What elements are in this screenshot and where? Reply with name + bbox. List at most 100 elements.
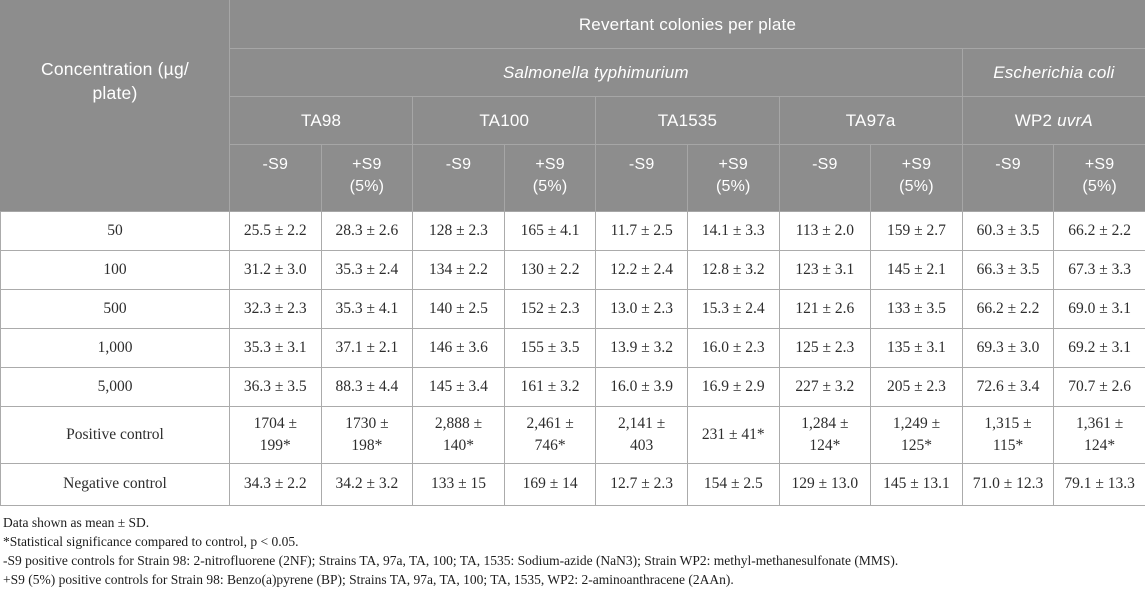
data-cell: 60.3 ± 3.5 <box>961 211 1055 251</box>
data-cell: 35.3 ± 3.1 <box>229 328 322 368</box>
data-cell: 1,361 ± 124* <box>1053 406 1145 464</box>
data-cell: 69.2 ± 3.1 <box>1053 328 1145 368</box>
table-row-negative-control: Negative control 34.3 ± 2.2 34.2 ± 3.2 1… <box>0 463 1145 506</box>
header-ta97a-minus-s9: -S9 <box>778 144 872 212</box>
header-ta100-minus-s9: -S9 <box>412 144 505 212</box>
row-label: 50 <box>0 211 230 251</box>
data-cell: 69.0 ± 3.1 <box>1053 289 1145 329</box>
data-cell: 1730 ± 198* <box>320 406 414 464</box>
data-cell: 66.3 ± 3.5 <box>961 250 1055 290</box>
data-cell: 16.0 ± 2.3 <box>686 328 780 368</box>
data-cell: 66.2 ± 2.2 <box>1053 211 1145 251</box>
data-cell: 79.1 ± 13.3 <box>1053 463 1145 506</box>
data-cell: 71.0 ± 12.3 <box>961 463 1055 506</box>
data-cell: 227 ± 3.2 <box>778 367 872 407</box>
data-cell: 14.1 ± 3.3 <box>686 211 780 251</box>
data-cell: 135 ± 3.1 <box>870 328 963 368</box>
table-row-500: 500 32.3 ± 2.3 35.3 ± 4.1 140 ± 2.5 152 … <box>0 289 1145 329</box>
data-cell: 13.0 ± 2.3 <box>595 289 688 329</box>
data-cell: 32.3 ± 2.3 <box>229 289 322 329</box>
data-cell: 1,315 ± 115* <box>961 406 1055 464</box>
strain-label: TA98 <box>301 110 342 130</box>
data-cell: 133 ± 3.5 <box>870 289 963 329</box>
data-cell: 34.3 ± 2.2 <box>229 463 322 506</box>
data-cell: 28.3 ± 2.6 <box>320 211 414 251</box>
table-footnotes: Data shown as mean ± SD. *Statistical si… <box>0 506 1145 589</box>
data-cell: 67.3 ± 3.3 <box>1053 250 1145 290</box>
data-cell: 125 ± 2.3 <box>778 328 872 368</box>
data-cell: 2,141 ± 403 <box>595 406 688 464</box>
data-cell: 1,284 ± 124* <box>778 406 872 464</box>
data-cell: 12.2 ± 2.4 <box>595 250 688 290</box>
data-cell: 113 ± 2.0 <box>778 211 872 251</box>
header-ta98-plus-s9: +S9 (5%) <box>320 144 414 212</box>
data-cell: 128 ± 2.3 <box>412 211 505 251</box>
strain-label: TA97a <box>845 110 896 130</box>
row-label: 100 <box>0 250 230 290</box>
data-cell: 16.9 ± 2.9 <box>686 367 780 407</box>
data-cell: 1704 ± 199* <box>229 406 322 464</box>
row-label: 500 <box>0 289 230 329</box>
data-cell: 154 ± 2.5 <box>686 463 780 506</box>
data-cell: 1,249 ± 125* <box>870 406 963 464</box>
data-cell: 36.3 ± 3.5 <box>229 367 322 407</box>
data-cell: 88.3 ± 4.4 <box>320 367 414 407</box>
header-ta98-minus-s9: -S9 <box>229 144 322 212</box>
data-cell: 16.0 ± 3.9 <box>595 367 688 407</box>
table-header: Concentration (µg/ plate) Revertant colo… <box>0 0 1145 212</box>
data-cell: 130 ± 2.2 <box>503 250 597 290</box>
data-cell: 2,461 ± 746* <box>503 406 597 464</box>
data-cell: 155 ± 3.5 <box>503 328 597 368</box>
header-wp2-plus-s9: +S9 (5%) <box>1053 144 1145 212</box>
data-cell: 134 ± 2.2 <box>412 250 505 290</box>
data-cell: 35.3 ± 4.1 <box>320 289 414 329</box>
table-row-1000: 1,000 35.3 ± 3.1 37.1 ± 2.1 146 ± 3.6 15… <box>0 328 1145 368</box>
table-row-50: 50 25.5 ± 2.2 28.3 ± 2.6 128 ± 2.3 165 ±… <box>0 211 1145 251</box>
data-cell: 169 ± 14 <box>503 463 597 506</box>
data-cell: 129 ± 13.0 <box>778 463 872 506</box>
table-row-100: 100 31.2 ± 3.0 35.3 ± 2.4 134 ± 2.2 130 … <box>0 250 1145 290</box>
header-concentration: Concentration (µg/ plate) <box>0 0 230 212</box>
data-cell: 34.2 ± 3.2 <box>320 463 414 506</box>
data-cell: 161 ± 3.2 <box>503 367 597 407</box>
data-cell: 37.1 ± 2.1 <box>320 328 414 368</box>
data-cell: 25.5 ± 2.2 <box>229 211 322 251</box>
revertant-colonies-table: Concentration (µg/ plate) Revertant colo… <box>0 0 1145 506</box>
data-cell: 72.6 ± 3.4 <box>961 367 1055 407</box>
footnote-significance: *Statistical significance compared to co… <box>3 534 299 549</box>
data-cell: 165 ± 4.1 <box>503 211 597 251</box>
strain-label: TA1535 <box>657 110 718 130</box>
header-row-species: Salmonella typhimurium Escherichia coli <box>1 48 1145 97</box>
header-ta100-plus-s9: +S9 (5%) <box>503 144 597 212</box>
data-cell: 123 ± 3.1 <box>778 250 872 290</box>
table-body: 50 25.5 ± 2.2 28.3 ± 2.6 128 ± 2.3 165 ±… <box>0 211 1145 506</box>
header-revertant-title: Revertant colonies per plate <box>229 0 1145 49</box>
footnote-minus-s9-controls: -S9 positive controls for Strain 98: 2-n… <box>3 553 899 568</box>
footnote-plus-s9-controls: +S9 (5%) positive controls for Strain 98… <box>3 572 734 587</box>
data-cell: 145 ± 13.1 <box>870 463 963 506</box>
header-strain-ta97a: TA97a <box>778 96 963 145</box>
data-cell: 146 ± 3.6 <box>412 328 505 368</box>
header-wp2-minus-s9: -S9 <box>961 144 1055 212</box>
data-cell: 70.7 ± 2.6 <box>1053 367 1145 407</box>
data-cell: 159 ± 2.7 <box>870 211 963 251</box>
data-cell: 133 ± 15 <box>412 463 505 506</box>
table-row-5000: 5,000 36.3 ± 3.5 88.3 ± 4.4 145 ± 3.4 16… <box>0 367 1145 407</box>
header-row-title: Concentration (µg/ plate) Revertant colo… <box>0 0 1145 212</box>
data-cell: 13.9 ± 3.2 <box>595 328 688 368</box>
data-cell: 231 ± 41* <box>686 406 780 464</box>
data-cell: 205 ± 2.3 <box>870 367 963 407</box>
data-cell: 12.8 ± 3.2 <box>686 250 780 290</box>
table-row-positive-control: Positive control 1704 ± 199* 1730 ± 198*… <box>0 406 1145 464</box>
data-cell: 2,888 ± 140* <box>412 406 505 464</box>
header-row-conditions: -S9 +S9 (5%) -S9 +S9 (5%) -S9 +S9 (5%) -… <box>1 144 1145 212</box>
data-cell: 69.3 ± 3.0 <box>961 328 1055 368</box>
data-cell: 11.7 ± 2.5 <box>595 211 688 251</box>
data-cell: 31.2 ± 3.0 <box>229 250 322 290</box>
data-cell: 152 ± 2.3 <box>503 289 597 329</box>
data-cell: 140 ± 2.5 <box>412 289 505 329</box>
header-ta97a-plus-s9: +S9 (5%) <box>870 144 963 212</box>
row-label: Negative control <box>0 463 230 506</box>
footnote-mean-sd: Data shown as mean ± SD. <box>3 515 150 530</box>
header-escherichia-coli: Escherichia coli <box>961 48 1145 97</box>
